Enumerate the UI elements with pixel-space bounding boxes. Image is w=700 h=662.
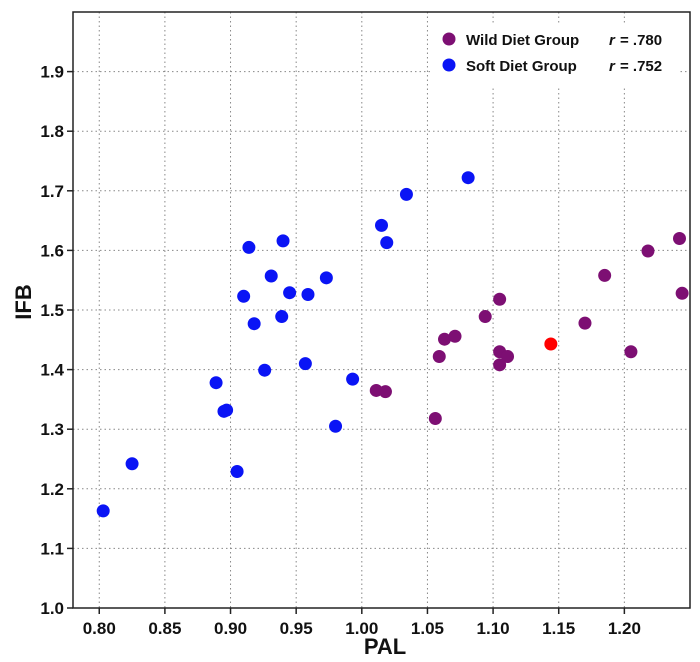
y-axis-title: IFB [11,284,36,319]
legend-marker-wild [442,32,456,46]
x-axis-title: PAL [364,634,406,659]
legend-r-label-soft: r [609,58,616,75]
legend-label-soft: Soft Diet Group [466,58,577,75]
data-point [399,187,413,201]
y-tick-label: 1.5 [40,301,64,320]
data-point [378,385,392,399]
y-tick-label: 1.9 [40,63,64,82]
series-1 [96,171,475,518]
data-point [544,337,558,351]
data-point [209,376,223,390]
y-tick-label: 1.6 [40,241,64,260]
data-point [301,288,315,302]
data-point [96,504,110,518]
legend-label-wild: Wild Diet Group [466,32,579,49]
legend: Wild Diet Group r = .780 Soft Diet Group… [430,24,680,86]
legend-item-soft: Soft Diet Group r = .752 [442,58,662,75]
x-tick-label: 0.80 [83,619,116,638]
data-point [448,329,462,343]
data-point [672,231,686,245]
data-point [242,240,256,254]
data-point [641,244,655,258]
y-tick-label: 1.8 [40,122,64,141]
data-point [375,218,388,232]
x-tick-label: 1.10 [477,619,510,638]
legend-r-value-soft: = .752 [620,58,662,75]
data-point [428,411,442,425]
data-points [96,171,689,518]
y-tick-label: 1.4 [40,361,64,380]
data-point [624,345,638,359]
data-point [319,271,333,285]
legend-marker-soft [442,58,456,72]
x-tick-label: 1.00 [345,619,378,638]
data-point [438,332,452,346]
plot-frame [72,11,691,609]
data-point [493,292,507,306]
data-point [598,268,612,282]
data-point [675,286,689,300]
series-0 [369,231,689,425]
y-tick-label: 1.7 [40,182,64,201]
data-point [247,317,261,331]
legend-box [430,24,680,86]
y-tick-label: 1.1 [40,539,64,558]
data-point [230,465,244,479]
data-point [125,457,139,471]
data-point [380,236,394,250]
data-point [478,310,492,324]
data-point [493,358,507,372]
data-point [432,349,446,363]
grid-lines [73,12,690,608]
y-tick-label: 1.2 [40,480,64,499]
x-tick-label: 1.20 [608,619,641,638]
data-point [258,363,272,377]
x-tick-label: 1.15 [542,619,575,638]
legend-r-value-wild: = .780 [620,32,662,49]
data-point [329,419,343,433]
data-point [220,403,234,417]
x-tick-label: 0.85 [148,619,181,638]
legend-r-label-wild: r [609,32,616,49]
x-tick-label: 0.95 [280,619,313,638]
data-point [275,310,289,324]
data-point [578,316,592,330]
legend-item-wild: Wild Diet Group r = .780 [442,32,662,49]
data-point [461,171,475,185]
data-point [276,234,290,248]
data-point [283,286,297,300]
data-point [264,269,278,283]
data-point [501,349,515,363]
series-2 [544,337,558,351]
x-axis-ticks: 0.80 0.85 0.90 0.95 1.00 1.05 1.10 1.15 1.20 [83,608,641,638]
data-point [298,357,312,371]
y-axis-ticks: 1.0 1.1 1.2 1.3 1.4 1.5 1.6 1.7 1.8 1.9 [40,63,73,618]
data-point [346,372,360,386]
data-point [237,289,251,303]
y-tick-label: 1.0 [40,599,64,618]
y-tick-label: 1.3 [40,420,64,439]
x-tick-label: 1.05 [411,619,444,638]
x-tick-label: 0.90 [214,619,247,638]
